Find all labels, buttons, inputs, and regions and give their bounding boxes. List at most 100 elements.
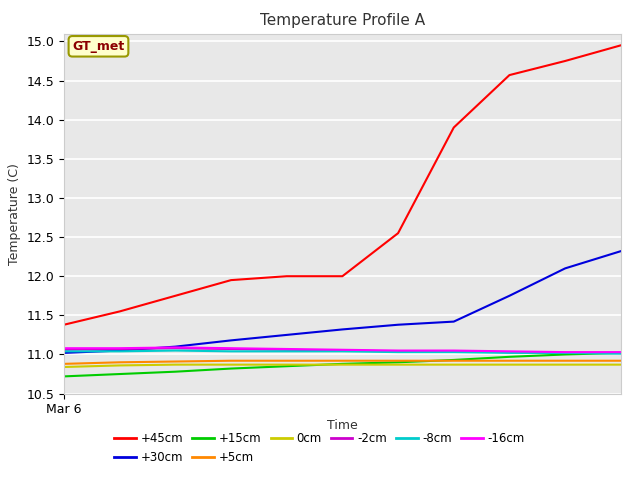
-8cm [172,348,179,353]
-2cm [394,348,402,354]
Line: -8cm: -8cm [64,350,621,354]
+30cm [394,322,402,328]
-8cm [339,348,346,354]
+15cm [116,371,124,377]
-2cm [116,346,124,352]
+30cm [60,350,68,356]
-2cm [283,347,291,353]
+5cm [617,358,625,364]
-16cm [227,345,235,351]
+5cm [60,361,68,367]
0cm [60,364,68,370]
-2cm [561,350,569,356]
+5cm [394,358,402,364]
+15cm [450,357,458,363]
+30cm [561,265,569,271]
+45cm [283,273,291,279]
-8cm [506,350,513,356]
+45cm [227,277,235,283]
0cm [506,362,513,368]
0cm [339,362,346,368]
Line: +5cm: +5cm [64,361,621,364]
Legend: +45cm, +30cm, +15cm, +5cm, 0cm, -2cm, -8cm, -16cm: +45cm, +30cm, +15cm, +5cm, 0cm, -2cm, -8… [115,432,525,464]
+5cm [561,358,569,364]
+15cm [394,360,402,365]
+30cm [617,248,625,254]
Line: +15cm: +15cm [64,353,621,376]
-16cm [172,345,179,350]
-2cm [506,349,513,355]
+45cm [60,322,68,328]
+45cm [172,293,179,299]
+5cm [339,358,346,364]
+5cm [227,358,235,364]
-16cm [506,348,513,354]
+5cm [116,360,124,365]
-2cm [339,348,346,353]
-8cm [394,349,402,355]
+30cm [227,337,235,343]
-16cm [394,348,402,353]
-2cm [227,346,235,352]
-8cm [283,348,291,354]
0cm [227,362,235,368]
-16cm [116,345,124,351]
Line: +30cm: +30cm [64,251,621,353]
0cm [172,362,179,368]
+5cm [506,358,513,364]
-2cm [60,347,68,353]
+30cm [506,293,513,299]
-8cm [561,350,569,356]
Line: -2cm: -2cm [64,348,621,353]
0cm [116,362,124,368]
+45cm [561,58,569,64]
+15cm [506,354,513,360]
0cm [617,362,625,368]
-2cm [450,348,458,354]
-8cm [450,349,458,355]
Line: +45cm: +45cm [64,45,621,325]
+15cm [339,361,346,367]
+5cm [450,358,458,364]
+15cm [172,369,179,374]
-8cm [227,348,235,354]
+45cm [116,309,124,314]
+45cm [617,42,625,48]
0cm [450,362,458,368]
+30cm [283,332,291,338]
+30cm [172,344,179,349]
0cm [561,362,569,368]
0cm [394,362,402,368]
+15cm [227,366,235,372]
-2cm [617,350,625,356]
+30cm [450,319,458,324]
-16cm [561,349,569,355]
-16cm [617,349,625,355]
+30cm [339,326,346,332]
-8cm [116,348,124,354]
-8cm [60,348,68,354]
-16cm [450,348,458,353]
X-axis label: Time: Time [327,419,358,432]
+15cm [283,363,291,369]
+15cm [617,350,625,356]
-16cm [339,347,346,353]
Line: 0cm: 0cm [64,365,621,367]
+45cm [450,125,458,131]
+15cm [60,373,68,379]
-8cm [617,351,625,357]
+5cm [283,358,291,364]
Text: GT_met: GT_met [72,40,125,53]
+15cm [561,351,569,357]
+45cm [506,72,513,78]
Line: -16cm: -16cm [64,348,621,352]
Title: Temperature Profile A: Temperature Profile A [260,13,425,28]
+30cm [116,348,124,353]
-2cm [172,345,179,351]
-16cm [283,346,291,352]
Y-axis label: Temperature (C): Temperature (C) [8,163,21,264]
0cm [283,362,291,368]
-16cm [60,345,68,351]
+5cm [172,359,179,364]
+45cm [339,273,346,279]
